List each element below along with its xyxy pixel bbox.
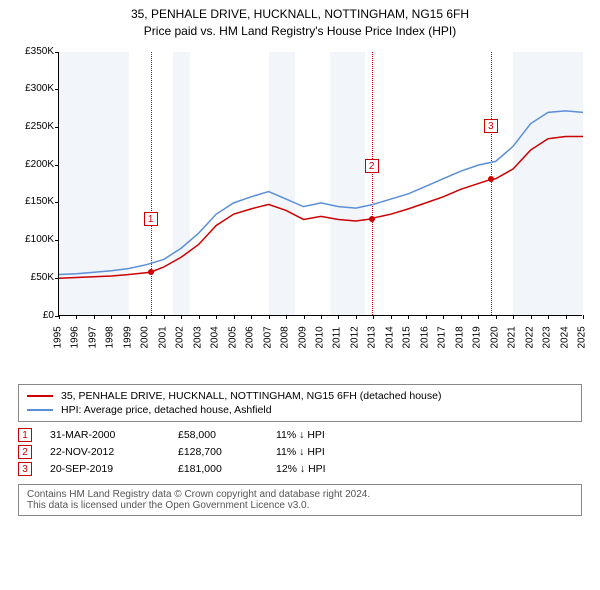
title-line-2: Price paid vs. HM Land Registry's House … xyxy=(10,23,590,40)
legend-label: 35, PENHALE DRIVE, HUCKNALL, NOTTINGHAM,… xyxy=(61,390,441,402)
x-axis-label: 2000 xyxy=(140,332,151,348)
x-axis-label: 2001 xyxy=(157,332,168,348)
x-axis-label: 2013 xyxy=(367,332,378,348)
x-axis-label: 2010 xyxy=(315,332,326,348)
x-axis-label: 1995 xyxy=(53,332,64,348)
chart-marker: 2 xyxy=(365,159,379,173)
sales-table: 1 31-MAR-2000 £58,000 11% ↓ HPI 2 22-NOV-2012… xyxy=(10,428,590,476)
x-axis-label: 2022 xyxy=(524,332,535,348)
x-axis-label: 2015 xyxy=(402,332,413,348)
legend-item: HPI: Average price, detached house, Ashf… xyxy=(27,403,573,417)
sale-hpi: 11% ↓ HPI xyxy=(276,446,366,458)
x-axis-label: 2023 xyxy=(542,332,553,348)
sale-date: 22-NOV-2012 xyxy=(50,446,160,458)
x-axis-label: 2005 xyxy=(227,332,238,348)
sale-marker: 2 xyxy=(18,445,32,459)
y-axis-label: £50K xyxy=(10,272,54,283)
y-axis-label: £0 xyxy=(10,310,54,321)
x-axis-label: 2012 xyxy=(349,332,360,348)
legend-item: 35, PENHALE DRIVE, HUCKNALL, NOTTINGHAM,… xyxy=(27,389,573,403)
x-axis-label: 2016 xyxy=(419,332,430,348)
title-line-1: 35, PENHALE DRIVE, HUCKNALL, NOTTINGHAM,… xyxy=(10,6,590,23)
footnote-line: This data is licensed under the Open Gov… xyxy=(27,500,573,511)
x-axis-label: 2025 xyxy=(577,332,588,348)
x-axis-label: 2008 xyxy=(280,332,291,348)
x-axis-label: 2020 xyxy=(489,332,500,348)
chart-marker: 1 xyxy=(144,212,158,226)
sale-row: 1 31-MAR-2000 £58,000 11% ↓ HPI xyxy=(18,428,582,442)
footnote-line: Contains HM Land Registry data © Crown c… xyxy=(27,489,573,500)
x-axis-label: 1999 xyxy=(122,332,133,348)
legend-label: HPI: Average price, detached house, Ashf… xyxy=(61,404,272,416)
x-axis-label: 2006 xyxy=(245,332,256,348)
y-axis-label: £250K xyxy=(10,121,54,132)
y-axis-label: £200K xyxy=(10,159,54,170)
sale-date: 31-MAR-2000 xyxy=(50,429,160,441)
x-axis-label: 2003 xyxy=(192,332,203,348)
sale-date: 20-SEP-2019 xyxy=(50,463,160,475)
sale-price: £58,000 xyxy=(178,429,258,441)
sale-marker: 1 xyxy=(18,428,32,442)
x-axis-label: 2014 xyxy=(384,332,395,348)
x-axis-label: 2019 xyxy=(472,332,483,348)
x-axis-label: 2024 xyxy=(559,332,570,348)
x-axis-label: 2009 xyxy=(297,332,308,348)
sale-price: £181,000 xyxy=(178,463,258,475)
chart: 1 2 3 £0 £50K £100K £150K £200K £250K £300K £350K… xyxy=(10,46,590,376)
x-axis-label: 2007 xyxy=(262,332,273,348)
x-axis-label: 2017 xyxy=(437,332,448,348)
x-axis-label: 1997 xyxy=(87,332,98,348)
sale-hpi: 11% ↓ HPI xyxy=(276,429,366,441)
x-axis-label: 2018 xyxy=(454,332,465,348)
legend-swatch xyxy=(27,395,53,397)
legend-swatch xyxy=(27,409,53,411)
x-axis-label: 2002 xyxy=(175,332,186,348)
footnote: Contains HM Land Registry data © Crown c… xyxy=(18,484,582,516)
sale-row: 3 20-SEP-2019 £181,000 12% ↓ HPI xyxy=(18,462,582,476)
x-axis-label: 2021 xyxy=(507,332,518,348)
x-axis-label: 1998 xyxy=(105,332,116,348)
y-axis-label: £100K xyxy=(10,234,54,245)
legend: 35, PENHALE DRIVE, HUCKNALL, NOTTINGHAM,… xyxy=(18,384,582,422)
container: 35, PENHALE DRIVE, HUCKNALL, NOTTINGHAM,… xyxy=(0,0,600,534)
plot-area: 1 2 3 xyxy=(58,52,582,316)
sale-marker: 3 xyxy=(18,462,32,476)
x-axis-label: 2004 xyxy=(210,332,221,348)
y-axis-label: £350K xyxy=(10,46,54,57)
title-block: 35, PENHALE DRIVE, HUCKNALL, NOTTINGHAM,… xyxy=(10,6,590,40)
sale-hpi: 12% ↓ HPI xyxy=(276,463,366,475)
sale-price: £128,700 xyxy=(178,446,258,458)
x-axis-label: 1996 xyxy=(70,332,81,348)
y-axis-label: £300K xyxy=(10,83,54,94)
y-axis-label: £150K xyxy=(10,196,54,207)
sale-row: 2 22-NOV-2012 £128,700 11% ↓ HPI xyxy=(18,445,582,459)
x-axis-label: 2011 xyxy=(332,332,343,348)
chart-marker: 3 xyxy=(484,119,498,133)
chart-lines xyxy=(59,52,583,316)
